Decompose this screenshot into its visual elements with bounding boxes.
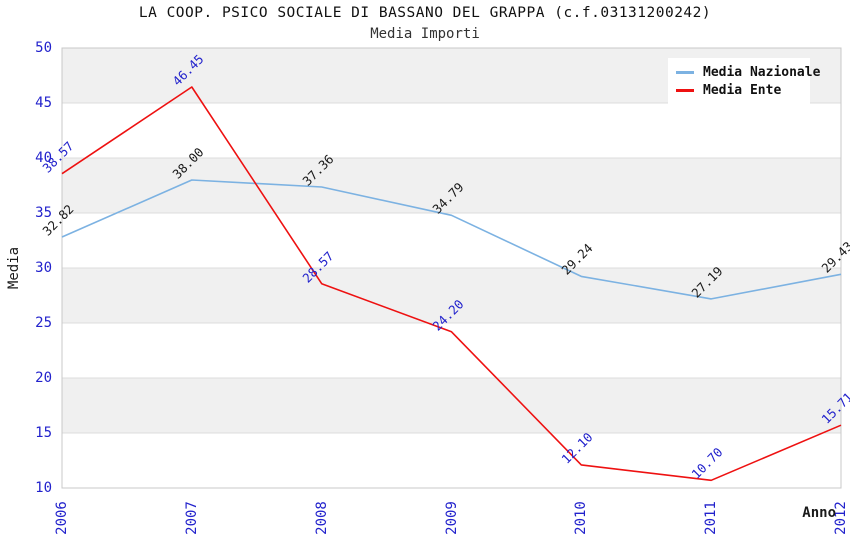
plot-border	[61, 47, 842, 489]
plot-band	[62, 378, 841, 433]
x-tick-label: 2008	[313, 501, 330, 535]
y-tick-label: 35	[35, 205, 52, 221]
y-tick-label: 50	[35, 40, 52, 56]
y-tick-label: 15	[35, 425, 52, 441]
y-tick-label: 30	[35, 260, 52, 276]
x-tick-label: 2006	[54, 501, 70, 535]
x-tick-label: 2009	[443, 501, 460, 535]
legend-line-swatch	[676, 88, 694, 92]
chart-title: LA COOP. PSICO SOCIALE DI BASSANO DEL GR…	[138, 5, 712, 21]
legend-series-name: Media Nazionale	[703, 64, 821, 80]
x-axis-title: Anno	[802, 505, 836, 521]
legend-item: Media Ente	[676, 81, 810, 99]
y-tick-label: 45	[35, 95, 52, 111]
legend-item: Media Nazionale	[676, 63, 820, 81]
series-line	[61, 86, 842, 482]
y-tick-label: 25	[35, 315, 52, 331]
plot-band	[62, 213, 841, 268]
legend-line-swatch	[676, 70, 694, 74]
plot-band	[62, 158, 841, 213]
y-tick-label: 40	[35, 150, 52, 166]
plot-band	[62, 103, 841, 158]
x-tick-label: 2010	[573, 501, 590, 535]
chart-subtitle: Media Importi	[370, 26, 480, 42]
series-line	[61, 179, 842, 300]
y-axis-title: Media	[6, 246, 22, 290]
plot-band	[62, 268, 841, 323]
legend: Media Nazionale Media Ente	[668, 58, 820, 104]
y-tick-label: 10	[35, 480, 52, 496]
y-tick-label: 20	[35, 370, 52, 386]
plot-band	[62, 433, 841, 488]
x-tick-label: 2011	[703, 501, 720, 535]
x-tick-label: 2007	[183, 501, 200, 535]
legend-series-name: Media Ente	[703, 82, 782, 98]
